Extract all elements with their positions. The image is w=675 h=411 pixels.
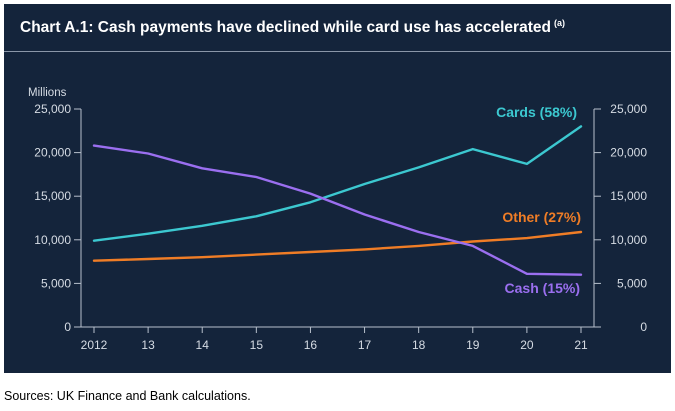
series-label-0: Cards (58%) [496, 104, 577, 120]
y-tick-label-right: 20,000 [610, 146, 647, 160]
series-label-1: Other (27%) [502, 209, 581, 225]
y-tick-label-left: 5,000 [41, 276, 71, 290]
y-tick-label-right: 25,000 [610, 102, 647, 116]
series-line-2 [92, 144, 583, 276]
y-tick-label-right: 10,000 [610, 233, 647, 247]
x-tick-label: 14 [196, 338, 210, 352]
title-footnote-marker: (a) [553, 18, 565, 28]
series-line-0 [92, 125, 583, 242]
y-tick-label-right: 5,000 [617, 276, 647, 290]
y-axis-label: Millions [28, 87, 67, 99]
line-chart: Millions 0 0 5,000 5,000 10,000 10,000 15,000 15… [28, 87, 647, 352]
x-tick-label: 21 [574, 338, 588, 352]
series-line-1 [92, 230, 583, 262]
chart-panel: Chart A.1: Cash payments have declined w… [4, 4, 671, 373]
chart-title-bar: Chart A.1: Cash payments have declined w… [4, 4, 671, 50]
y-tick-label-right: 15,000 [610, 189, 647, 203]
x-tick-label: 16 [304, 338, 318, 352]
x-tick-label: 19 [466, 338, 480, 352]
y-tick-label-left: 10,000 [34, 233, 71, 247]
x-tick-label: 17 [358, 338, 372, 352]
x-tick-label: 18 [412, 338, 426, 352]
x-tick-label: 15 [250, 338, 264, 352]
y-tick-label-left: 25,000 [34, 102, 71, 116]
x-tick-label: 13 [141, 338, 155, 352]
y-tick-label-left: 15,000 [34, 189, 71, 203]
y-tick-label-left: 20,000 [34, 146, 71, 160]
x-tick-label: 2012 [81, 338, 108, 352]
y-tick-label-left: 0 [64, 320, 71, 334]
series-label-2: Cash (15%) [505, 280, 580, 296]
title-divider [4, 51, 671, 52]
source-note: Sources: UK Finance and Bank calculation… [4, 389, 251, 403]
y-tick-label-right: 0 [640, 320, 647, 334]
chart-title: Chart A.1: Cash payments have declined w… [20, 18, 565, 36]
x-tick-label: 20 [520, 338, 534, 352]
